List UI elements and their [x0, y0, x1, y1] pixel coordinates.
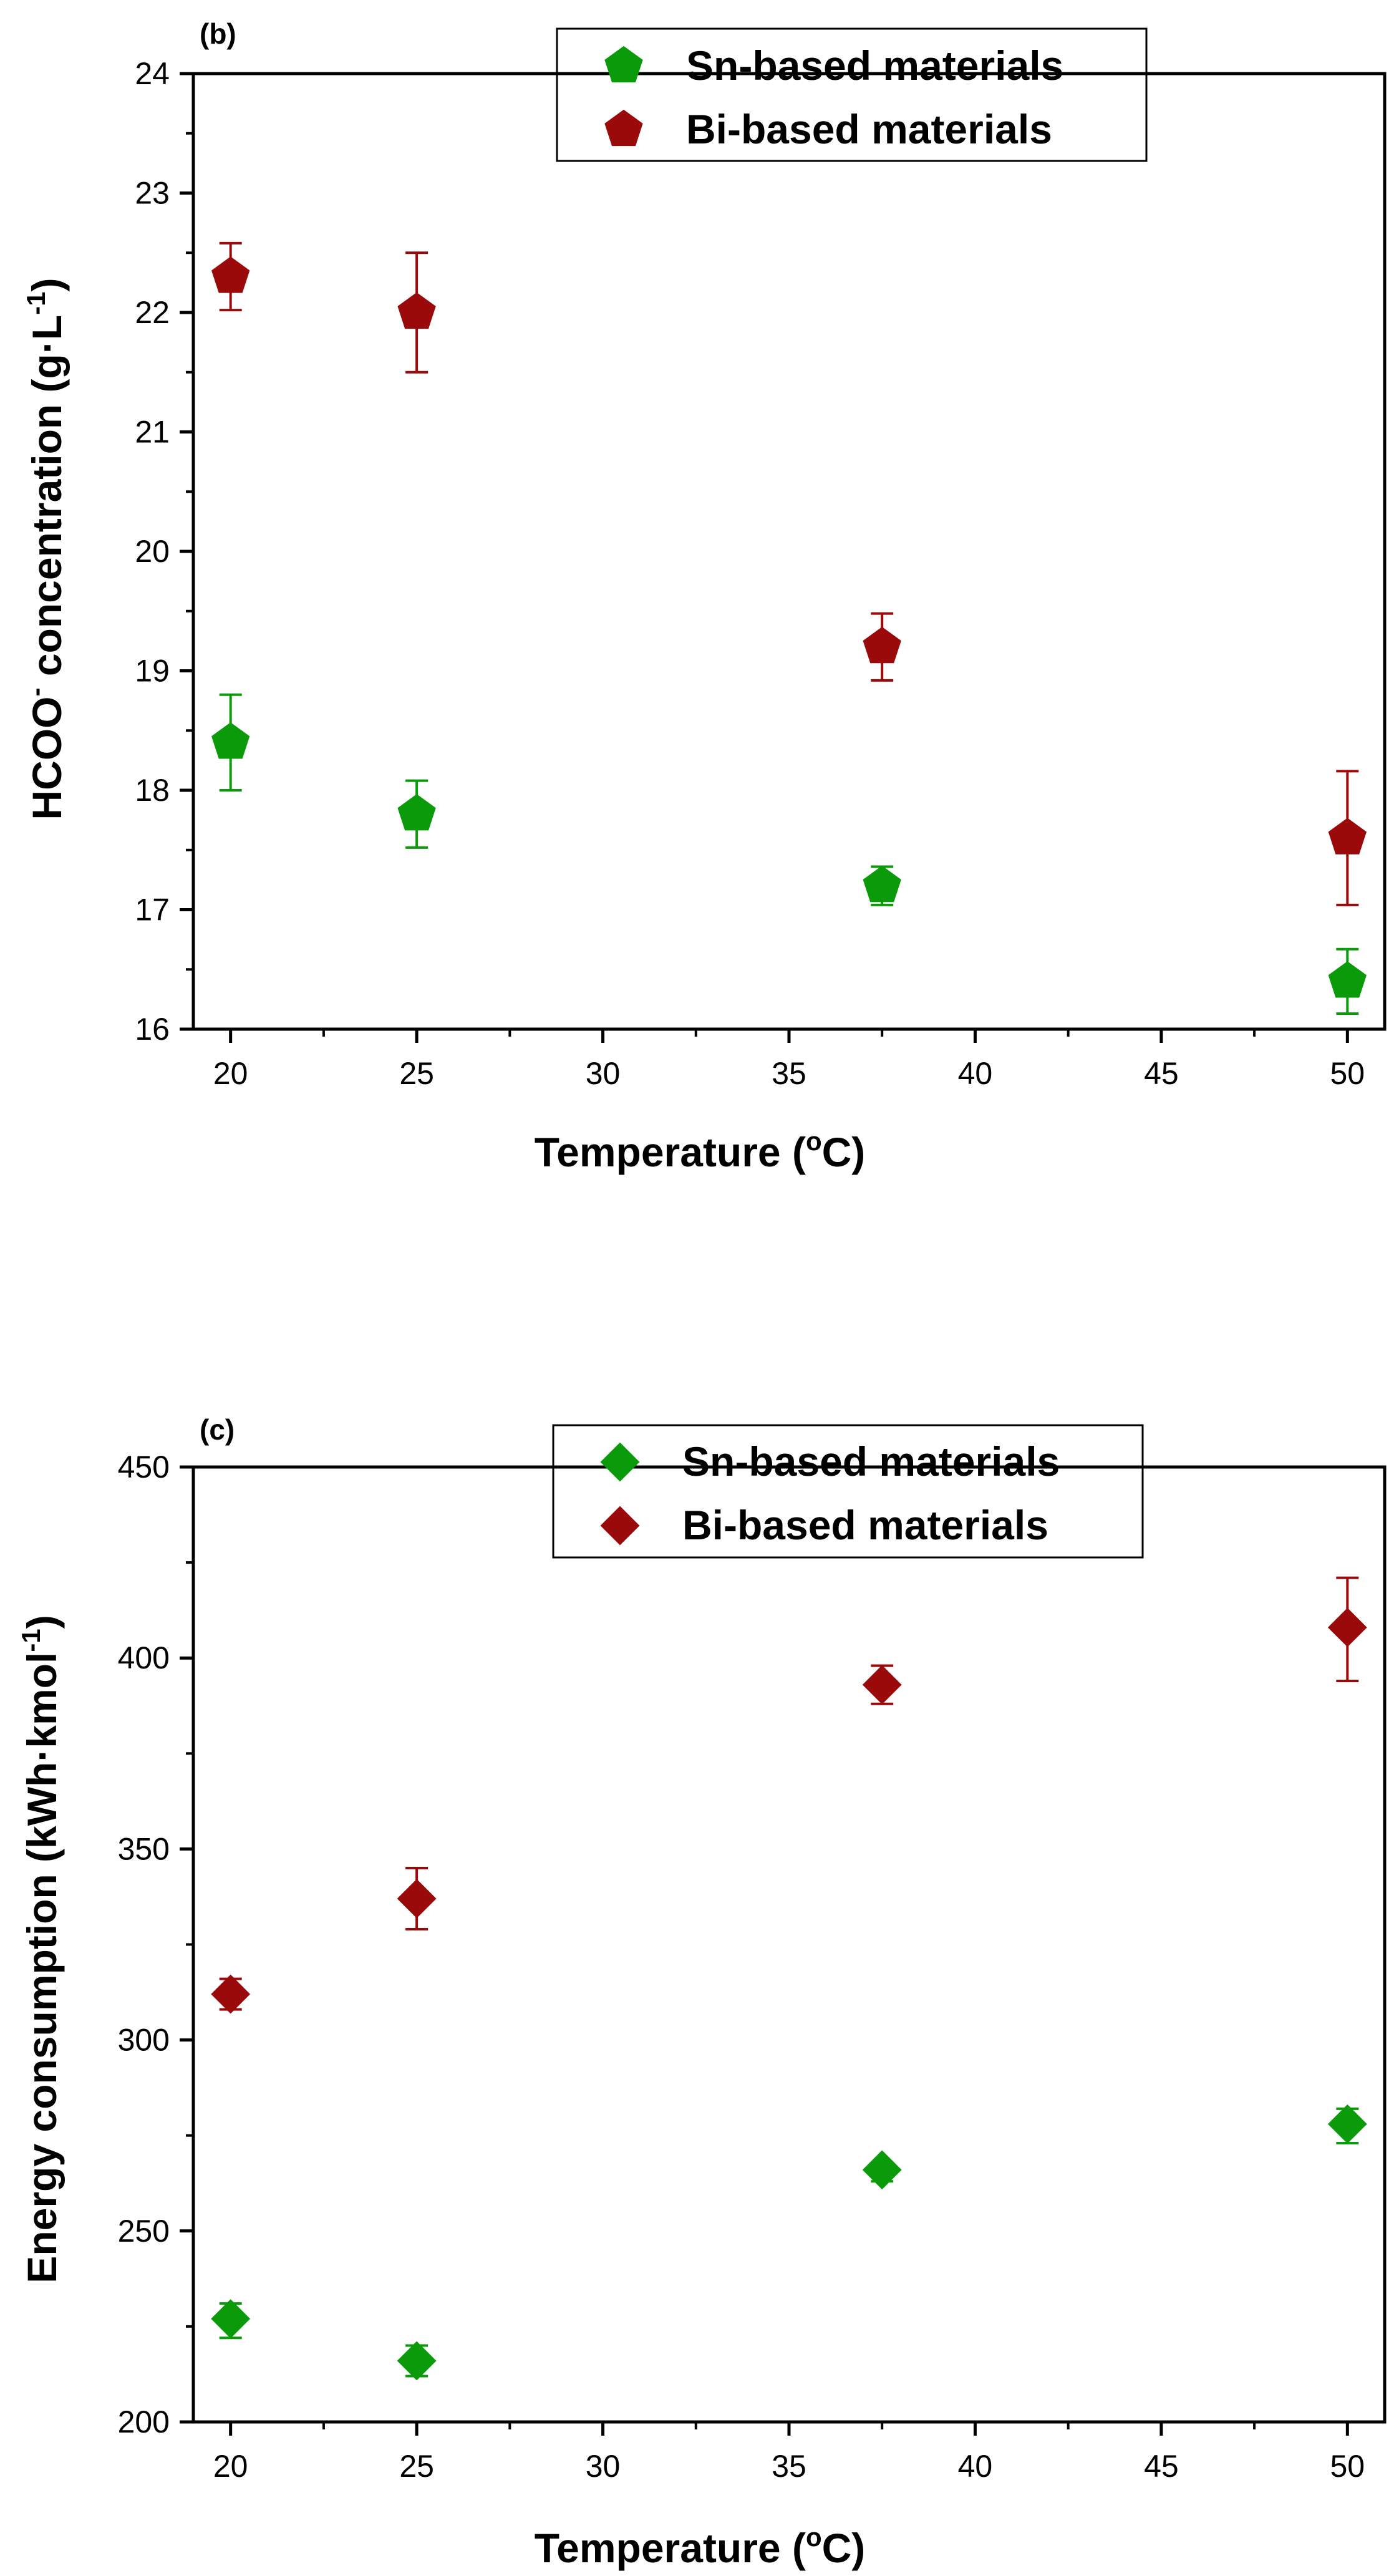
data-point-bi-b: [1328, 818, 1367, 855]
data-point-bi-b: [211, 256, 250, 293]
y-tick-label-c: 250: [118, 2214, 170, 2249]
x-tick-label-b: 40: [958, 1056, 993, 1091]
x-tick-label-c: 30: [586, 2449, 621, 2484]
data-point-sn-b: [397, 794, 436, 831]
panel-c-x-axis-title: Temperature (oC): [535, 2522, 866, 2571]
y-tick-label-c: 350: [118, 1831, 170, 1866]
x-tick-label-b: 30: [586, 1056, 621, 1091]
data-point-sn-c: [862, 2150, 902, 2190]
x-tick-label-b: 50: [1330, 1056, 1365, 1091]
svg-text:HCOO- concentration (g·L-1): HCOO- concentration (g·L-1): [21, 278, 70, 820]
x-tick-label-b: 45: [1144, 1056, 1179, 1091]
legend-b-bi-label: Bi-based materials: [686, 106, 1052, 152]
y-tick-label-b: 17: [135, 893, 170, 927]
y-title-c-main: Energy consumption (kWh·kmol: [19, 1652, 65, 2283]
x-title-b-text: Temperature (: [535, 1129, 806, 1175]
y-title-b-sup2: -1: [21, 291, 51, 314]
svg-text:Temperature (oC): Temperature (oC): [535, 1126, 866, 1175]
y-tick-label-b: 23: [135, 176, 170, 211]
panel-c-y-axis-title: Energy consumption (kWh·kmol-1): [16, 1615, 65, 2283]
data-point-sn-c: [211, 2299, 251, 2339]
x-tick-label-c: 40: [958, 2449, 993, 2484]
x-tick-label-c: 45: [1144, 2449, 1179, 2484]
svg-text:Energy consumption (kWh·kmol-1: Energy consumption (kWh·kmol-1): [16, 1615, 65, 2283]
data-point-bi-c: [211, 1974, 251, 2014]
data-point-bi-b: [863, 626, 901, 664]
legend-marker-bi-b: [604, 109, 643, 147]
legend-marker-bi-c: [600, 1506, 640, 1546]
panel-b-label: (b): [200, 17, 236, 50]
x-tick-label-c: 25: [399, 2449, 434, 2484]
legend-c-bi-label: Bi-based materials: [682, 1502, 1048, 1548]
panel-c-legend-box: [552, 1424, 1144, 1559]
y-title-c-end: ): [19, 1615, 65, 1629]
panel-b-y-axis-title: HCOO- concentration (g·L-1): [21, 278, 70, 820]
x-title-c-end: C): [822, 2525, 866, 2571]
x-title-c-text: Temperature (: [535, 2525, 806, 2571]
x-tick-label-b: 35: [772, 1056, 806, 1091]
y-tick-label-b: 20: [135, 534, 170, 569]
y-tick-label-b: 16: [135, 1012, 170, 1047]
y-title-c-sup1: -1: [16, 1629, 46, 1652]
panel-b-legend-box: [556, 27, 1148, 162]
panel-b-chart: (b) Sn-based materials Bi-based material…: [21, 17, 1387, 1175]
panel-c-label: (c): [200, 1413, 235, 1446]
data-point-bi-b: [397, 292, 436, 329]
data-point-sn-b: [211, 722, 250, 759]
y-tick-label-c: 450: [118, 1450, 170, 1484]
y-title-b-mid: concentration (g·L: [24, 315, 70, 688]
data-point-bi-c: [862, 1665, 902, 1705]
data-point-sn-b: [863, 865, 901, 903]
panel-b-x-axis-title: Temperature (oC): [535, 1126, 866, 1175]
y-tick-label-b: 19: [135, 654, 170, 689]
y-tick-label-c: 300: [118, 2023, 170, 2058]
panel-c-legend: Sn-based materials Bi-based materials: [552, 1424, 1144, 1559]
y-tick-label-b: 21: [135, 415, 170, 450]
y-title-b-main: HCOO: [24, 697, 70, 820]
y-title-b-end: ): [24, 278, 70, 292]
plot-frame-b: [191, 72, 1387, 1031]
y-tick-label-b: 24: [135, 56, 170, 91]
plot-frame-c: [191, 1465, 1387, 2424]
x-title-c-sup: o: [806, 2522, 822, 2552]
legend-marker-sn-b: [604, 46, 643, 83]
x-title-b-sup: o: [806, 1126, 822, 1156]
x-tick-label-b: 25: [399, 1056, 434, 1091]
y-tick-label-b: 22: [135, 295, 170, 330]
legend-marker-sn-c: [600, 1442, 640, 1482]
y-tick-label-b: 18: [135, 773, 170, 808]
data-point-bi-c: [1327, 1607, 1367, 1647]
data-point-sn-c: [1327, 2104, 1367, 2144]
legend-c-sn-label: Sn-based materials: [682, 1438, 1060, 1484]
data-point-bi-c: [397, 1879, 437, 1919]
y-tick-label-c: 200: [118, 2404, 170, 2439]
panel-b-legend: Sn-based materials Bi-based materials: [556, 27, 1148, 162]
x-tick-label-c: 50: [1330, 2449, 1365, 2484]
y-tick-label-c: 400: [118, 1640, 170, 1675]
y-title-b-sup1: -: [21, 688, 51, 697]
x-title-b-end: C): [822, 1129, 866, 1175]
x-tick-label-c: 20: [213, 2449, 248, 2484]
data-point-sn-b: [1328, 961, 1367, 998]
x-tick-label-b: 20: [213, 1056, 248, 1091]
panel-c-chart: (c) Sn-based materials Bi-based material…: [16, 1413, 1387, 2571]
data-point-sn-c: [397, 2341, 437, 2381]
svg-text:Temperature (oC): Temperature (oC): [535, 2522, 866, 2571]
legend-b-sn-label: Sn-based materials: [686, 42, 1063, 89]
x-tick-label-c: 35: [772, 2449, 806, 2484]
